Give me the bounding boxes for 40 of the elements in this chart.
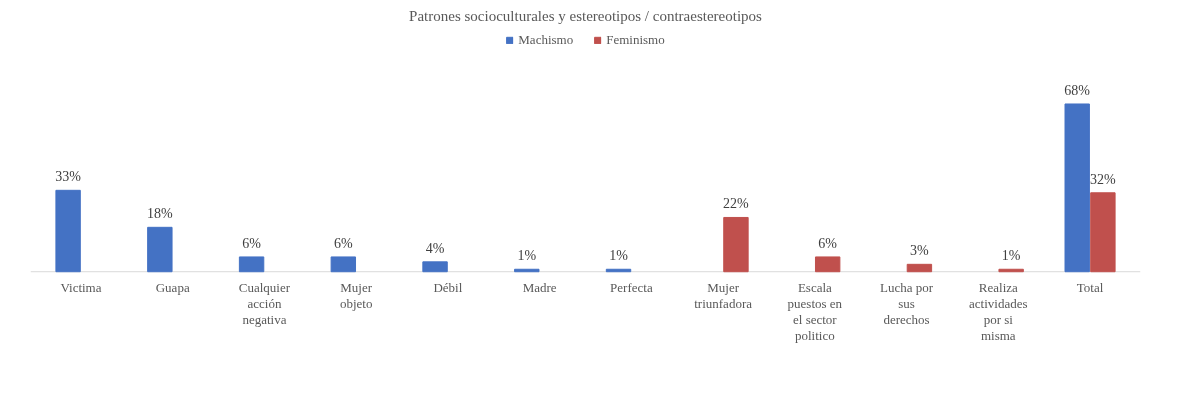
legend-label: Machismo bbox=[518, 32, 574, 48]
x-tick-label: Mujer objeto bbox=[339, 279, 373, 311]
x-tick-label: Cualquier acción negativa bbox=[238, 279, 291, 327]
bar bbox=[514, 268, 540, 273]
bar bbox=[1064, 103, 1090, 273]
x-tick-label: Victima bbox=[60, 279, 102, 295]
bar bbox=[55, 189, 81, 273]
x-tick-label: Madre bbox=[522, 279, 557, 295]
x-tick-label: Perfecta bbox=[610, 279, 653, 295]
bar bbox=[330, 256, 357, 273]
x-tick-label: Realiza actividades por si misma bbox=[969, 279, 1028, 343]
x-tick-label: Escala puestos en el sector politico bbox=[787, 279, 843, 343]
data-label: 32% bbox=[1090, 171, 1117, 187]
x-tick-label: Guapa bbox=[155, 279, 190, 295]
bar bbox=[147, 226, 173, 273]
data-label: 1% bbox=[517, 248, 537, 264]
data-label: 33% bbox=[55, 169, 82, 185]
data-label: 6% bbox=[242, 235, 262, 251]
bar bbox=[814, 256, 841, 273]
x-tick-label: Total bbox=[1076, 279, 1104, 295]
data-label: 6% bbox=[818, 235, 838, 251]
bar bbox=[998, 268, 1024, 273]
chart-title: Patrones socioculturales y estereotipos / contraestereotipos bbox=[409, 7, 763, 24]
x-tick-label: Lucha por sus derechos bbox=[880, 279, 934, 327]
data-label: 4% bbox=[425, 240, 445, 256]
data-label: 6% bbox=[333, 235, 353, 251]
legend-label: Feminismo bbox=[606, 32, 665, 48]
bar bbox=[723, 216, 749, 273]
data-label: 22% bbox=[723, 196, 750, 212]
bar bbox=[1090, 192, 1116, 273]
x-tick-label: Mujer triunfadora bbox=[694, 279, 753, 311]
data-label: 68% bbox=[1064, 82, 1091, 98]
data-label: 3% bbox=[910, 243, 930, 259]
data-label: 1% bbox=[1001, 248, 1021, 264]
data-label: 18% bbox=[147, 206, 174, 222]
bar bbox=[906, 263, 933, 273]
x-tick-label: Débil bbox=[433, 279, 463, 295]
data-label: 1% bbox=[609, 248, 629, 264]
bar bbox=[238, 256, 265, 273]
bar bbox=[422, 261, 448, 273]
